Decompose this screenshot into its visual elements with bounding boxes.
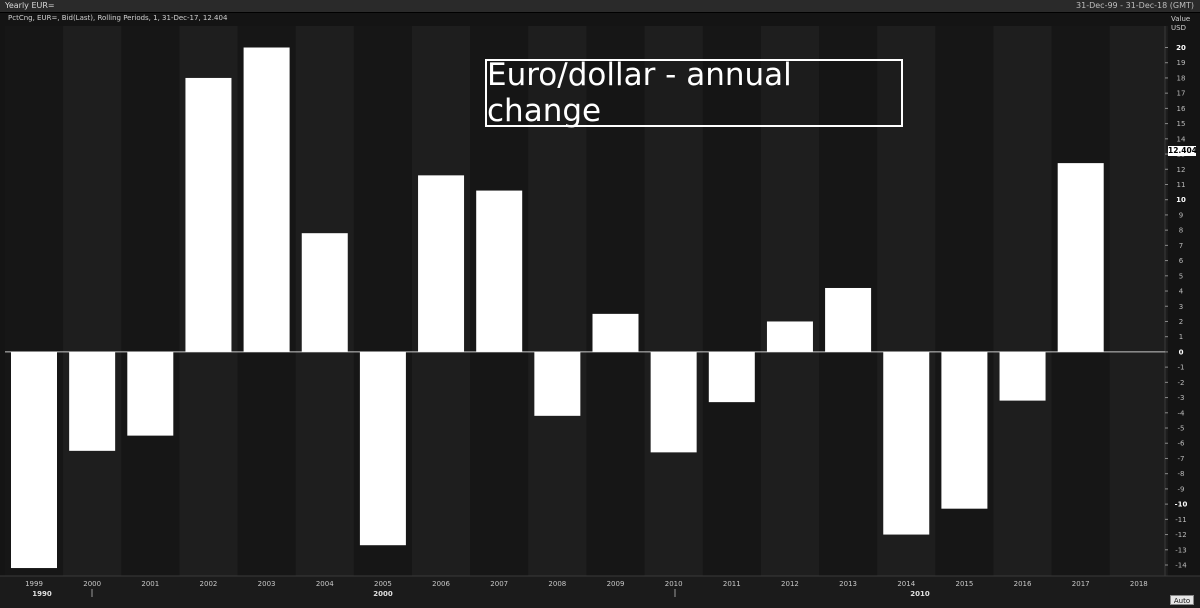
y-tick-label: 11 [1177, 181, 1186, 189]
chart-annotation: Euro/dollar - annual change [485, 57, 903, 129]
y-tick-label: -1 [1178, 364, 1185, 372]
x-tick-label: 2002 [200, 580, 218, 588]
x-tick-label: 2011 [723, 580, 741, 588]
y-tick-label: 0 [1179, 348, 1184, 356]
y-tick-label: -11 [1175, 516, 1186, 524]
bar-2012 [766, 321, 813, 352]
x-tick-label: 2004 [316, 580, 334, 588]
x-tick-label: 2018 [1130, 580, 1148, 588]
x-tick-label: 2007 [490, 580, 508, 588]
bar-2007 [476, 190, 523, 352]
x-axis: 1999 2000 2001 2002 2003 2004 2005 2006 2007 2008… [25, 580, 1148, 598]
y-tick-label: 10 [1176, 196, 1186, 204]
date-range-label[interactable]: 31-Dec-99 - 31-Dec-18 (GMT) [1076, 1, 1194, 10]
year-band [760, 26, 820, 576]
bar-2011 [708, 351, 755, 403]
year-band [993, 26, 1052, 576]
x-axis-background [0, 576, 1200, 608]
y-tick-label: -6 [1178, 440, 1186, 448]
x-tick-label: 2001 [141, 580, 159, 588]
y-tick-label: 1 [1179, 333, 1183, 341]
bar-2001 [127, 351, 174, 436]
series-info: PctCng, EUR=, Bid(Last), Rolling Periods… [8, 14, 228, 22]
x-tick-label: 2008 [548, 580, 566, 588]
bar-2004 [301, 233, 348, 352]
x-tick-label: 2016 [1014, 580, 1032, 588]
y-tick-label: -12 [1175, 531, 1186, 539]
y-tick-label: 8 [1179, 227, 1183, 235]
y-tick-label: -4 [1178, 409, 1186, 417]
bar-2009 [592, 313, 639, 352]
x-tick-label: 2017 [1072, 580, 1090, 588]
y-axis: ValueUSD-14-13-12-11-10-9-8-7-6-5-4-3-2-… [1165, 15, 1190, 570]
y-tick-label: 4 [1179, 288, 1184, 296]
y-tick-label: 14 [1177, 135, 1186, 143]
y-tick-label: 7 [1179, 242, 1183, 250]
y-tick-label: 12 [1177, 166, 1186, 174]
x-tick-label: 1999 [25, 580, 43, 588]
x-tick-label: 2003 [258, 580, 276, 588]
year-band [1109, 26, 1168, 576]
y-tick-label: 16 [1177, 105, 1186, 113]
y-tick-label: 5 [1179, 272, 1183, 280]
x-tick-label: 2014 [897, 580, 915, 588]
y-tick-label: -2 [1178, 379, 1185, 387]
x-tick-label: 2010 [665, 580, 683, 588]
bar-2003 [243, 47, 290, 352]
y-tick-label: -3 [1178, 394, 1185, 402]
x-tick-label: 2009 [607, 580, 625, 588]
year-band [528, 26, 587, 576]
bar-2015 [941, 351, 988, 509]
x-tick-label: 2013 [839, 580, 857, 588]
x-tick-label: 2006 [432, 580, 450, 588]
x-tick-label: 2000 [83, 580, 101, 588]
y-axis-header-value: Value [1171, 15, 1190, 23]
bar-2016 [999, 351, 1046, 401]
y-tick-label: -8 [1178, 470, 1185, 478]
decade-label: 2010 [910, 590, 930, 598]
window-titlebar: Yearly EUR= 31-Dec-99 - 31-Dec-18 (GMT) [0, 0, 1200, 13]
bar-2002 [185, 77, 232, 352]
y-tick-label: 2 [1179, 318, 1183, 326]
y-tick-label: -9 [1178, 485, 1185, 493]
year-band [63, 26, 122, 576]
bar-2017 [1057, 163, 1104, 352]
window-title: Yearly EUR= [5, 1, 55, 10]
y-tick-label: 20 [1176, 44, 1186, 52]
bar-2010 [650, 351, 697, 453]
y-tick-label: -13 [1175, 546, 1186, 554]
decade-label: 2000 [373, 590, 393, 598]
y-tick-label: 18 [1177, 74, 1186, 82]
y-tick-label: 6 [1179, 257, 1184, 265]
auto-scale-button[interactable]: Auto [1170, 595, 1194, 605]
y-tick-label: 3 [1179, 303, 1183, 311]
bar-1999 [11, 351, 57, 569]
y-tick-label: -5 [1178, 425, 1185, 433]
last-value-tag: 12.404 [1168, 146, 1197, 156]
bar-2013 [825, 287, 872, 352]
chart-annotation-text: Euro/dollar - annual change [487, 57, 792, 129]
x-tick-label: 2005 [374, 580, 392, 588]
y-axis-header-unit: USD [1171, 24, 1186, 32]
bar-2008 [534, 351, 581, 416]
y-tick-label: -14 [1175, 562, 1187, 570]
x-tick-label: 2015 [955, 580, 973, 588]
decade-label: 1990 [32, 590, 52, 598]
x-tick-label: 2012 [781, 580, 799, 588]
year-band [644, 26, 703, 576]
y-tick-label: 17 [1177, 90, 1186, 98]
bar-series [11, 47, 1104, 569]
bar-2006 [418, 175, 465, 352]
bar-2014 [883, 351, 930, 535]
y-tick-label: -7 [1178, 455, 1185, 463]
bar-2005 [359, 351, 406, 546]
y-tick-label: 15 [1177, 120, 1186, 128]
y-tick-label: 19 [1177, 59, 1186, 67]
y-tick-label: 9 [1179, 211, 1183, 219]
bar-2000 [69, 351, 116, 451]
y-tick-label: -10 [1175, 501, 1188, 509]
